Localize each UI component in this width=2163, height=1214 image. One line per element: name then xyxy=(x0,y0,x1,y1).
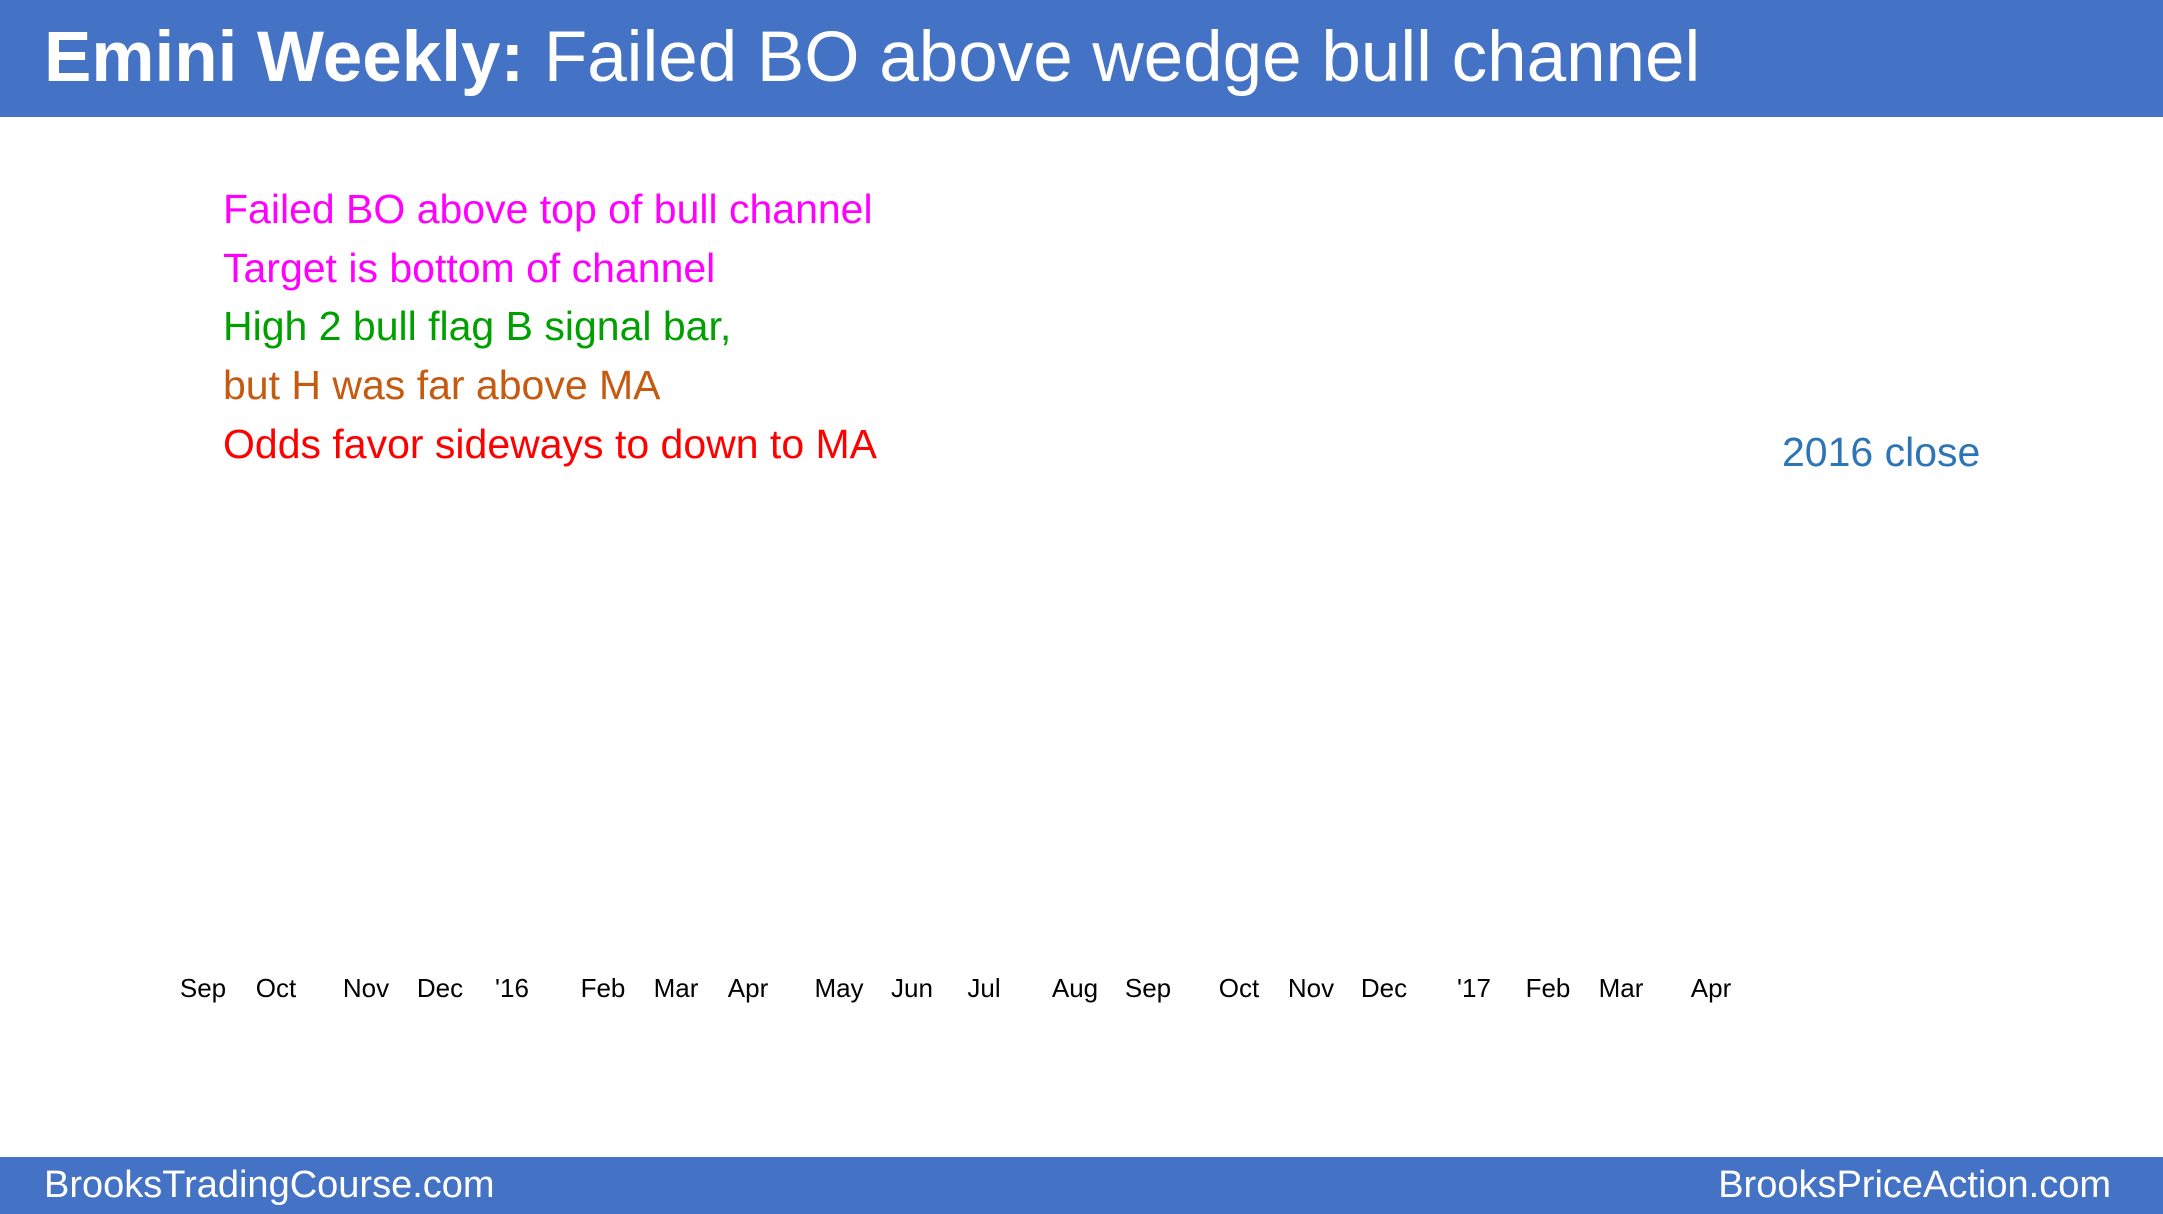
x-tick-label: Mar xyxy=(1599,973,1644,1003)
title-banner: Emini Weekly: Failed BO above wedge bull… xyxy=(0,0,2163,117)
x-tick-label: Dec xyxy=(417,973,463,1003)
annotation-text: but H was far above MA xyxy=(223,362,661,408)
x-tick-label: Sep xyxy=(180,973,226,1003)
page-title: Emini Weekly: Failed BO above wedge bull… xyxy=(44,8,1700,108)
x-tick-label: Apr xyxy=(1691,973,1732,1003)
x-tick-label: Nov xyxy=(1288,973,1334,1003)
title-rest-part: Failed BO above wedge bull channel xyxy=(524,18,1701,97)
footer-right-link[interactable]: BrooksPriceAction.com xyxy=(1718,1164,2111,1206)
x-tick-label: Nov xyxy=(343,973,389,1003)
x-tick-label: Jun xyxy=(891,973,933,1003)
x-tick-label: Oct xyxy=(256,973,297,1003)
x-tick-label: Feb xyxy=(581,973,626,1003)
x-tick-label: '16 xyxy=(495,973,529,1003)
x-axis-labels: Sep Oct Nov Dec '16 Feb Mar Apr May Jun Jul Aug Sep O… xyxy=(180,973,1732,1003)
x-tick-label: Feb xyxy=(1526,973,1571,1003)
x-tick-label: '17 xyxy=(1457,973,1491,1003)
x-tick-label: Apr xyxy=(728,973,769,1003)
title-bold-part: Emini Weekly: xyxy=(44,18,525,97)
x-tick-label: Sep xyxy=(1125,973,1171,1003)
x-tick-label: May xyxy=(814,973,863,1003)
annotation-notes: Failed BO above top of bull channel Targe… xyxy=(223,186,878,467)
annotation-text: Failed BO above top of bull channel xyxy=(223,186,873,232)
footer-left-link[interactable]: BrooksTradingCourse.com xyxy=(44,1164,495,1206)
x-tick-label: Jul xyxy=(967,973,1000,1003)
close-line-label: 2016 close xyxy=(1782,429,1980,475)
annotation-text: Odds favor sideways to down to MA xyxy=(223,421,878,467)
footer-banner: BrooksTradingCourse.com BrooksPriceActio… xyxy=(0,1157,2163,1214)
weekly-candlestick-chart: 1800.001900.002000.002100.002200.002300.… xyxy=(180,186,1980,1003)
x-tick-label: Dec xyxy=(1361,973,1407,1003)
annotation-text: High 2 bull flag B signal bar, xyxy=(223,303,731,349)
x-tick-label: Mar xyxy=(654,973,699,1003)
x-tick-label: Aug xyxy=(1052,973,1098,1003)
x-tick-label: Oct xyxy=(1219,973,1260,1003)
annotation-text: Target is bottom of channel xyxy=(223,245,715,291)
